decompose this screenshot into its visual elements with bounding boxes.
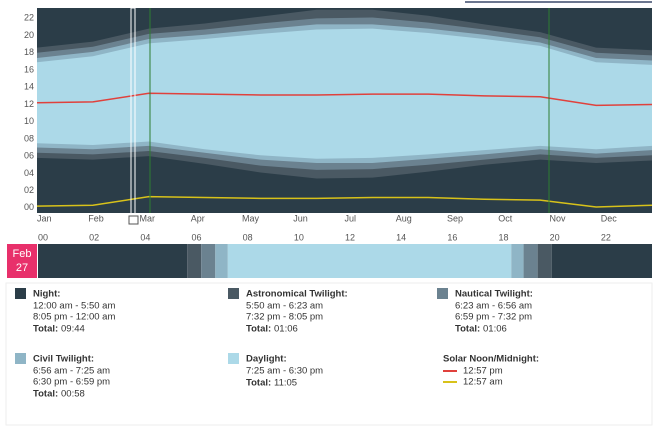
y-tick-label: 00: [24, 202, 34, 212]
legend-line: 12:00 am - 5:50 am: [33, 301, 115, 312]
legend-total: 00:58: [61, 389, 85, 400]
legend-total-label: Total:: [33, 389, 58, 400]
legend-title: Civil Twilight:: [33, 354, 94, 365]
day-segment: [511, 244, 524, 278]
y-tick-label: 02: [24, 185, 34, 195]
legend-line: 6:30 pm - 6:59 pm: [33, 377, 110, 388]
legend-swatch: [15, 353, 26, 364]
legend-swatch: [437, 288, 448, 299]
hour-tick-label: 12: [345, 232, 355, 242]
x-tick-label: Sep: [447, 213, 463, 223]
legend-line: 6:56 am - 7:25 am: [33, 366, 110, 377]
x-tick-label: Aug: [396, 213, 412, 223]
legend-swatch: [228, 288, 239, 299]
hour-tick-label: 02: [89, 232, 99, 242]
y-tick-label: 10: [24, 116, 34, 126]
x-tick-label: Jun: [293, 213, 308, 223]
x-tick-label: Feb: [88, 213, 104, 223]
x-tick-label: Oct: [498, 213, 513, 223]
legend-title: Daylight:: [246, 354, 287, 365]
hour-tick-label: 06: [192, 232, 202, 242]
hour-tick-label: 04: [140, 232, 150, 242]
legend-title: Astronomical Twilight:: [246, 289, 348, 300]
y-tick-label: 18: [24, 47, 34, 57]
x-tick-label: Nov: [550, 213, 567, 223]
hour-tick-label: 00: [38, 232, 48, 242]
legend-swatch: [15, 288, 26, 299]
y-tick-label: 20: [24, 30, 34, 40]
y-tick-label: 14: [24, 82, 34, 92]
legend-line: 7:32 pm - 8:05 pm: [246, 312, 323, 323]
hour-tick-label: 22: [601, 232, 611, 242]
y-tick-label: 12: [24, 99, 34, 109]
lock-icon: [128, 215, 139, 225]
legend-series: 12:57 pm: [463, 366, 503, 377]
legend-total: 01:06: [483, 324, 507, 335]
x-tick-label: Dec: [601, 213, 618, 223]
x-tick-label: Mar: [140, 213, 156, 223]
legend-title: Solar Noon/Midnight:: [443, 354, 539, 365]
day-segment: [187, 244, 202, 278]
day-segment: [201, 244, 216, 278]
legend-total: 01:06: [274, 324, 298, 335]
legend-line: 5:50 am - 6:23 am: [246, 301, 323, 312]
hour-tick-label: 14: [396, 232, 406, 242]
x-tick-label: Jul: [345, 213, 357, 223]
legend-line: 6:59 pm - 7:32 pm: [455, 312, 532, 323]
day-segment: [551, 244, 652, 278]
legend-total-label: Total:: [33, 324, 58, 335]
legend-panel: [5, 282, 653, 426]
legend-title: Nautical Twilight:: [455, 289, 533, 300]
y-tick-label: 08: [24, 133, 34, 143]
x-tick-label: Jan: [37, 213, 52, 223]
legend-line: 6:23 am - 6:56 am: [455, 301, 532, 312]
legend-total: 09:44: [61, 324, 85, 335]
hour-tick-label: 20: [550, 232, 560, 242]
legend-total-label: Total:: [246, 324, 271, 335]
y-tick-label: 06: [24, 151, 34, 161]
day-segment: [38, 244, 188, 278]
date-day: 27: [16, 262, 28, 274]
day-segment: [227, 244, 512, 278]
day-segment: [523, 244, 538, 278]
hour-tick-label: 08: [243, 232, 253, 242]
x-tick-label: Apr: [191, 213, 205, 223]
hour-tick-label: 16: [447, 232, 457, 242]
date-month: Feb: [13, 248, 32, 260]
legend-title: Night:: [33, 289, 60, 300]
y-tick-label: 22: [24, 13, 34, 23]
legend-total-label: Total:: [455, 324, 480, 335]
legend-total-label: Total:: [246, 378, 271, 389]
hour-tick-label: 18: [499, 232, 509, 242]
legend-line: 7:25 am - 6:30 pm: [246, 366, 323, 377]
day-segment: [215, 244, 228, 278]
band-area: [37, 28, 652, 159]
hour-tick-label: 10: [294, 232, 304, 242]
day-segment: [537, 244, 552, 278]
y-tick-label: 16: [24, 64, 34, 74]
legend-line: 8:05 pm - 12:00 am: [33, 312, 115, 323]
x-tick-label: May: [242, 213, 260, 223]
legend-swatch: [228, 353, 239, 364]
legend-total: 11:05: [274, 378, 297, 389]
date-badge: [7, 244, 37, 278]
legend-series: 12:57 am: [463, 377, 503, 388]
y-tick-label: 04: [24, 168, 34, 178]
